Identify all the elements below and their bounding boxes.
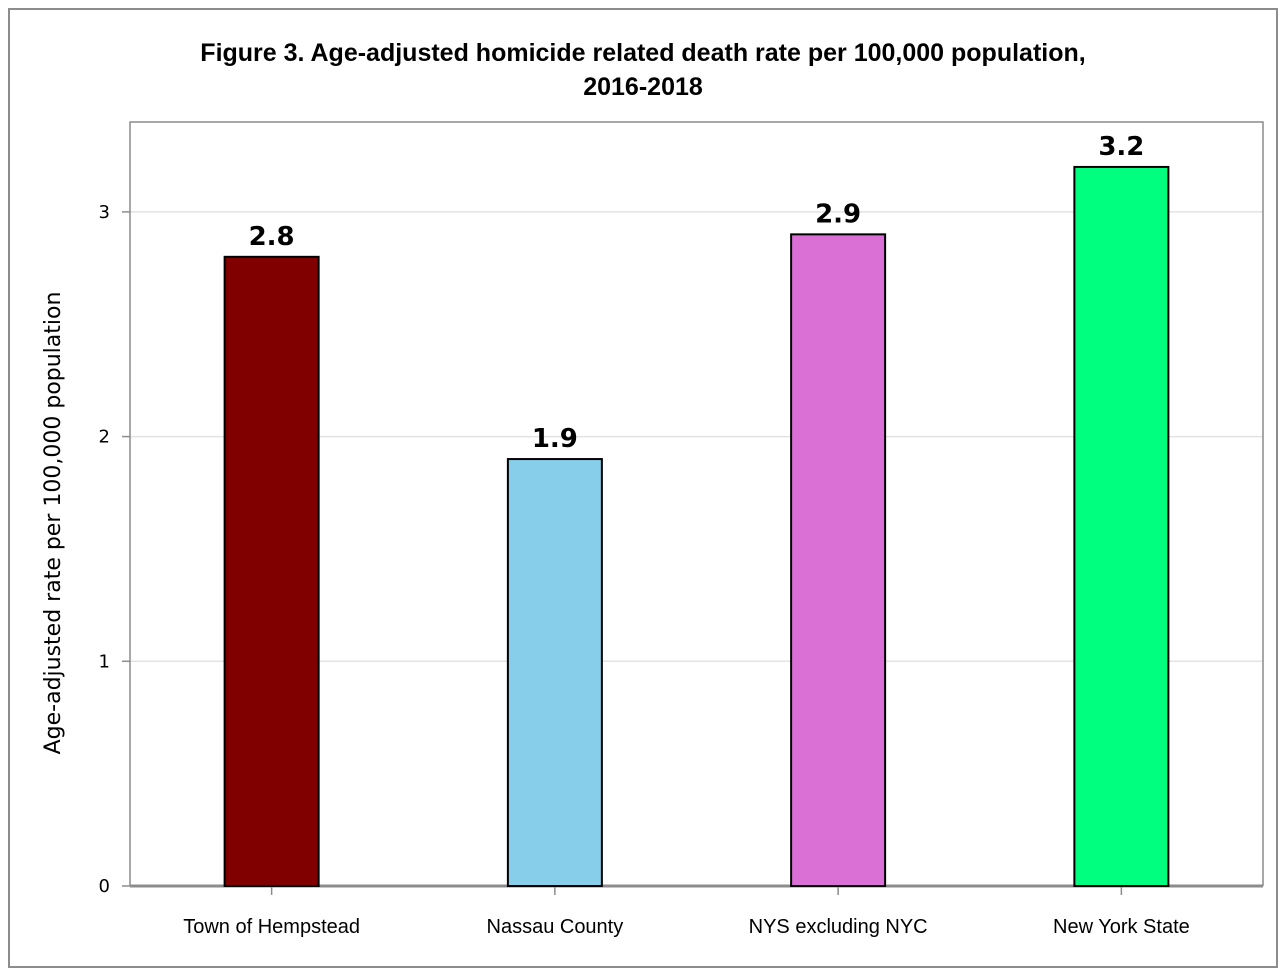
y-tick-label: 2 bbox=[99, 427, 110, 448]
bar bbox=[790, 233, 887, 887]
x-tick-label: Nassau County bbox=[487, 916, 624, 938]
chart-frame bbox=[8, 8, 1278, 968]
y-tick-label: 0 bbox=[99, 876, 110, 897]
x-tick-label: New York State bbox=[1053, 916, 1190, 938]
labels: 2.8 Town of Hempstead 1.9 Nassau County 2.9 N… bbox=[183, 132, 1190, 938]
y-axis-title: Age-adjusted rate per 100,000 population bbox=[41, 292, 66, 755]
chart-title: Figure 3. Age-adjusted homicide related … bbox=[0, 36, 1286, 104]
plot-border bbox=[129, 121, 1264, 886]
bar bbox=[1073, 165, 1170, 888]
bars bbox=[223, 165, 1170, 888]
chart-title-line-2: 2016-2018 bbox=[583, 73, 703, 101]
y-tick-label: 3 bbox=[99, 202, 110, 223]
bar bbox=[506, 458, 603, 887]
data-label: 3.2 bbox=[1098, 132, 1144, 162]
x-tick-label: NYS excluding NYC bbox=[749, 916, 928, 938]
y-tick-label: 1 bbox=[99, 651, 110, 672]
data-label: 2.8 bbox=[249, 222, 295, 252]
bar bbox=[223, 255, 320, 887]
x-tick-label: Town of Hempstead bbox=[183, 916, 360, 938]
chart-title-line-1: Figure 3. Age-adjusted homicide related … bbox=[200, 39, 1086, 67]
data-label: 2.9 bbox=[815, 199, 861, 229]
data-label: 1.9 bbox=[532, 424, 578, 454]
